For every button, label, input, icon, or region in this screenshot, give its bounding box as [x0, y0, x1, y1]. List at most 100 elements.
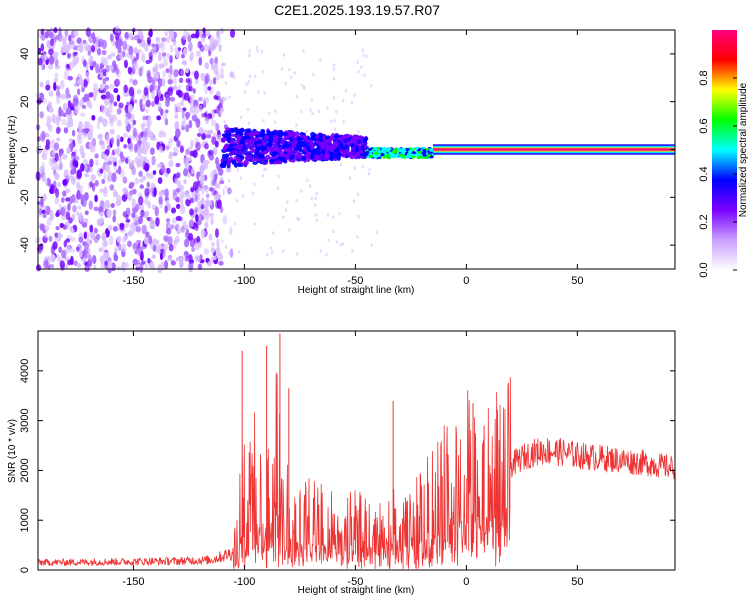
heatmap-cell: [75, 210, 80, 217]
heatmap-cell: [348, 176, 352, 181]
heatmap-cell: [315, 218, 319, 223]
heatmap-cell: [89, 158, 94, 168]
heatmap-cell: [183, 178, 187, 185]
heatmap-cell: [180, 68, 184, 77]
heatmap-cell: [219, 180, 225, 185]
heatmap-cell: [357, 214, 360, 219]
heatmap-cell: [158, 145, 164, 154]
heatmap-cell: [164, 117, 169, 126]
heatmap-cell: [295, 251, 299, 256]
heatmap-cell: [87, 135, 92, 141]
heatmap-cell: [135, 203, 140, 212]
heatmap-cell: [363, 73, 366, 78]
heatmap-cell: [62, 102, 68, 112]
heatmap-cell: [351, 248, 354, 253]
heatmap-cell: [59, 161, 63, 171]
heatmap-cell: [227, 179, 231, 183]
heatmap-cell: [143, 235, 149, 245]
heatmap-cell: [294, 131, 300, 137]
heatmap-cell: [94, 194, 98, 203]
heatmap-cell: [137, 147, 142, 158]
heatmap-cell: [146, 181, 150, 188]
heatmap-cell: [75, 156, 80, 161]
heatmap-cell: [190, 139, 194, 149]
heatmap-cell: [236, 146, 243, 151]
heatmap-cell: [357, 139, 362, 145]
heatmap-line-core: [433, 148, 675, 151]
heatmap-cell: [163, 236, 168, 243]
heatmap-cell: [171, 217, 177, 224]
heatmap-cell: [257, 90, 260, 94]
heatmap-cell: [253, 222, 256, 226]
heatmap-cell: [154, 239, 160, 245]
heatmap-cell: [219, 107, 225, 113]
heatmap-cell: [116, 94, 121, 102]
heatmap-cell: [113, 161, 117, 167]
x-tick-label: -150: [122, 275, 144, 287]
heatmap-cell: [65, 197, 71, 202]
heatmap-cell: [58, 26, 62, 37]
heatmap-cell: [241, 194, 245, 198]
heatmap-cell: [341, 135, 347, 140]
heatmap-cell: [139, 155, 145, 162]
heatmap-cell: [333, 152, 339, 159]
heatmap-cell: [128, 32, 133, 40]
heatmap-cell: [224, 153, 230, 159]
heatmap-cell: [251, 191, 255, 196]
heatmap-cell: [151, 254, 157, 259]
heatmap-cell: [116, 236, 122, 243]
heatmap-cell: [81, 222, 88, 228]
heatmap-cell: [144, 187, 149, 194]
heatmap-cell: [295, 123, 298, 128]
heatmap-cell: [214, 56, 219, 64]
heatmap-cell: [100, 56, 105, 66]
heatmap-cell: [162, 243, 169, 250]
heatmap-cell: [380, 153, 385, 157]
heatmap-cell: [219, 205, 224, 214]
heatmap-cell: [398, 149, 403, 153]
heatmap-cell: [162, 58, 169, 68]
heatmap-cell: [288, 67, 291, 72]
heatmap-cell: [117, 243, 122, 252]
heatmap-cell: [55, 126, 61, 135]
heatmap-cell: [246, 140, 252, 145]
heatmap-cell: [135, 51, 140, 61]
heatmap-cell: [295, 198, 298, 203]
heatmap-cell: [126, 240, 132, 248]
heatmap-cell: [76, 181, 81, 191]
heatmap-cell: [250, 149, 256, 153]
heatmap-cell: [127, 66, 133, 75]
heatmap-cell: [159, 96, 164, 102]
heatmap-cell: [124, 31, 129, 39]
heatmap-cell: [262, 118, 265, 123]
heatmap-cell: [348, 152, 353, 157]
heatmap-cell: [373, 151, 378, 155]
heatmap-cell: [60, 197, 65, 203]
heatmap-cell: [169, 55, 173, 64]
heatmap-cell: [301, 155, 306, 162]
heatmap-cell: [109, 184, 115, 191]
heatmap-cell: [235, 198, 239, 203]
heatmap-cell: [81, 128, 87, 133]
heatmap-cell: [55, 85, 61, 91]
heatmap-cell: [144, 197, 149, 205]
x-tick-label: -50: [347, 275, 363, 287]
heatmap-cell: [180, 100, 184, 107]
heatmap-cell: [368, 154, 373, 158]
heatmap-cell: [255, 45, 259, 50]
heatmap-cell: [64, 93, 70, 101]
heatmap-cell: [56, 137, 61, 142]
heatmap-cell: [175, 128, 181, 138]
heatmap-cell: [122, 40, 128, 51]
heatmap-cell: [180, 225, 185, 234]
heatmap-cell: [49, 212, 54, 222]
heatmap-cell: [261, 174, 264, 178]
heatmap-cell: [43, 260, 49, 269]
heatmap-cell: [147, 76, 153, 84]
colorbar-tick-label: 0.2: [698, 214, 710, 229]
heatmap-cell: [227, 132, 232, 137]
heatmap-cell: [73, 260, 78, 267]
heatmap-cell: [277, 174, 280, 179]
heatmap-cell: [310, 131, 316, 138]
heatmap-cell: [172, 192, 178, 201]
